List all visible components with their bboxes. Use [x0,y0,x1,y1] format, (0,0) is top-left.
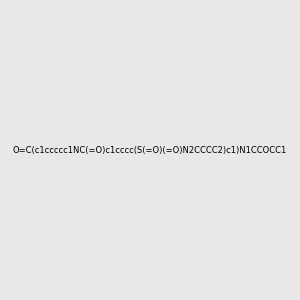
Text: O=C(c1ccccc1NC(=O)c1cccc(S(=O)(=O)N2CCCC2)c1)N1CCOCC1: O=C(c1ccccc1NC(=O)c1cccc(S(=O)(=O)N2CCCC… [13,146,287,154]
